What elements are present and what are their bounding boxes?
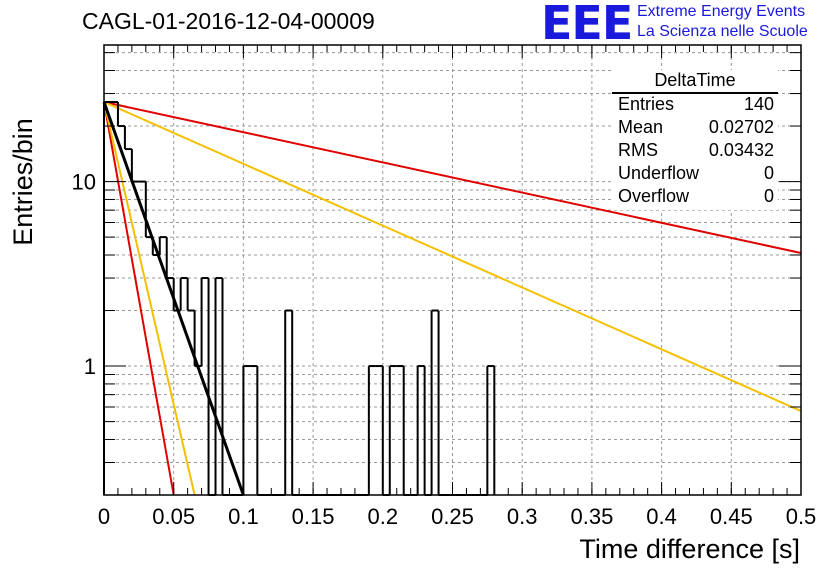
stats-value: 140: [743, 94, 774, 114]
stats-title: DeltaTime: [612, 70, 778, 94]
stats-label: Entries: [618, 94, 675, 114]
x-tick-label: 0.4: [646, 504, 677, 529]
stats-value: 0: [763, 186, 774, 206]
x-tick-label: 0.5: [786, 504, 817, 529]
x-tick-label: 0.05: [152, 504, 195, 529]
band-inner-line: [103, 101, 196, 496]
stats-box: DeltaTime Entries 140 Mean 0.02702 RMS 0…: [612, 70, 778, 210]
logo-text-line2: La Scienza nelle Scuole: [637, 23, 808, 40]
x-tick-label: 0.1: [228, 504, 259, 529]
x-tick-label: 0.45: [710, 504, 753, 529]
stats-value: 0.02702: [708, 117, 774, 137]
stats-label: RMS: [618, 140, 658, 160]
x-tick-label: 0: [98, 504, 110, 529]
fit-line: [102, 101, 245, 496]
stats-value: 0.03432: [708, 140, 774, 160]
stats-label: Overflow: [618, 186, 690, 206]
stats-value: 0: [763, 163, 774, 183]
x-tick-label: 0.35: [570, 504, 613, 529]
stats-row-rms: RMS 0.03432: [618, 140, 774, 161]
y-axis-label: Entries/bin: [8, 118, 38, 246]
grid-lines: [104, 45, 801, 496]
x-tick-label: 0.2: [368, 504, 399, 529]
run-title: CAGL-01-2016-12-04-00009: [82, 8, 375, 34]
x-axis-label: Time difference [s]: [579, 534, 800, 564]
x-tick-label: 0.15: [292, 504, 335, 529]
stats-label: Mean: [618, 117, 664, 137]
fit-lines: [102, 101, 245, 496]
x-tick-label: 0.25: [431, 504, 474, 529]
band-inner-line: [103, 101, 802, 413]
x-tick-label: 0.3: [507, 504, 538, 529]
axis-tick-labels: 0 0.05 0.1 0.15 0.2 0.25 0.3 0.35 0.4 0.45 0.5 1 10: [72, 170, 817, 529]
logo-text-line1: Extreme Energy Events: [637, 3, 806, 20]
axis-ticks: [103, 45, 802, 496]
band-lines: [103, 101, 802, 496]
stats-row-mean: Mean 0.02702: [618, 117, 774, 138]
eee-logo: EEE: [541, 0, 633, 50]
histogram-bars: [103, 101, 496, 496]
stats-row-entries: Entries 140: [618, 94, 774, 115]
band-outer-line: [103, 101, 802, 254]
band-outer-line: [103, 101, 175, 496]
y-tick-label: 10: [72, 170, 96, 195]
stats-label: Underflow: [618, 163, 700, 183]
stats-row-underflow: Underflow 0: [618, 163, 774, 184]
stats-row-overflow: Overflow 0: [618, 186, 774, 207]
y-tick-label: 1: [84, 354, 96, 379]
